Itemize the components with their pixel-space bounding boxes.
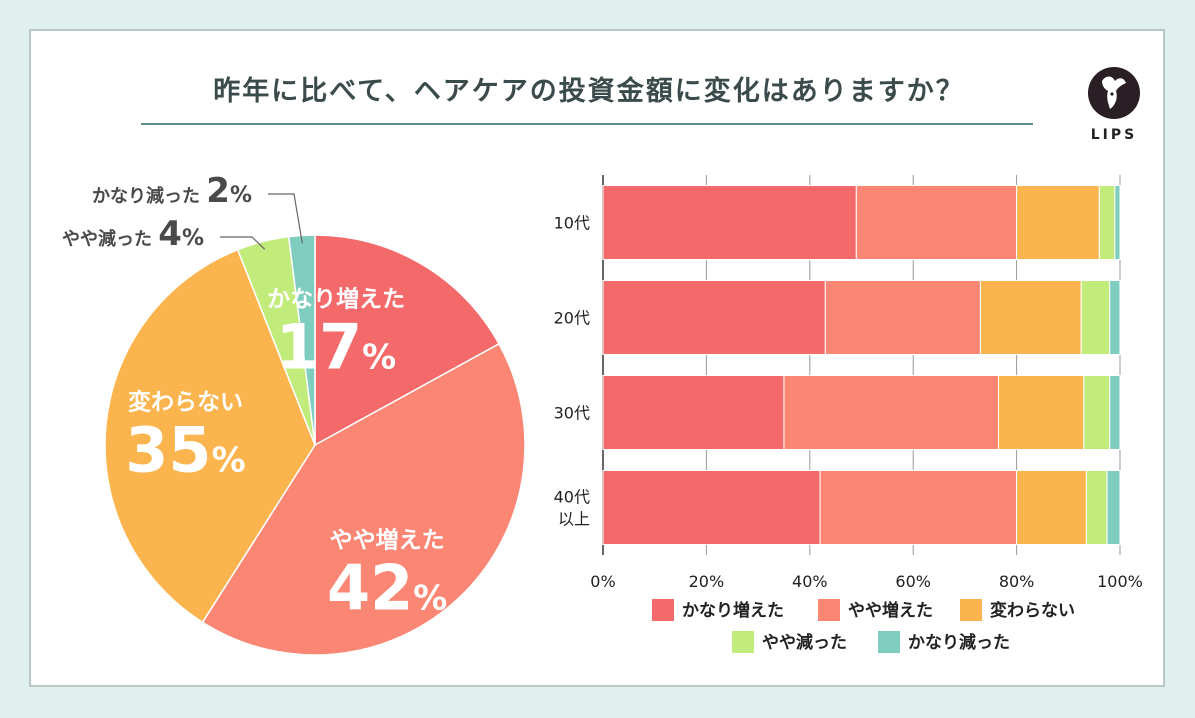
logo-text: LIPS	[1090, 127, 1138, 143]
y-category-label-4: 40代	[554, 488, 590, 507]
bar-segment-1-1	[602, 185, 857, 260]
pie-label-3: 変わらない	[128, 389, 243, 416]
bar-segment-3-2	[783, 375, 1000, 450]
legend-label-3: 変わらない	[990, 600, 1075, 621]
pie-leader-line-4	[220, 236, 266, 250]
y-category-label-4: 以上	[558, 510, 590, 529]
y-category-label-1: 10代	[554, 214, 590, 233]
bar-segment-4-1	[602, 470, 821, 545]
bar-segment-4-5	[1106, 470, 1121, 545]
pie-slice-2	[201, 342, 526, 656]
legend-swatch-2	[818, 599, 840, 621]
chart-title: 昨年に比べて、ヘアケアの投資金額に変化はありますか？	[213, 76, 965, 107]
bar-segment-3-1	[602, 375, 785, 450]
legend-label-4: やや減った	[762, 632, 847, 653]
pie-outer-value: 4	[158, 214, 182, 254]
bar-segment-2-3	[979, 280, 1082, 355]
x-tick-label-1: 20%	[689, 572, 725, 591]
pie-slice-1	[314, 234, 501, 447]
pie-slice-3	[104, 248, 316, 624]
pie-slice-5	[287, 234, 316, 446]
y-category-label-2: 20代	[554, 309, 590, 328]
pie-outer-value: 2	[206, 171, 230, 211]
legend-swatch-3	[960, 599, 982, 621]
pie-label-1: かなり増えた	[267, 286, 405, 313]
pie-label-2: やや増えた	[330, 526, 445, 553]
bar-segment-3-5	[1109, 375, 1121, 450]
pie-outer-unit: %	[230, 183, 252, 208]
x-tick-label-5: 100%	[1097, 572, 1143, 591]
bar-segment-4-3	[1016, 470, 1087, 545]
legend-label-1: かなり増えた	[682, 600, 784, 621]
pie-value-unit: %	[413, 578, 447, 618]
bar-segment-2-2	[824, 280, 981, 355]
bar-segment-1-3	[1016, 185, 1100, 260]
lips-logo: LIPS	[1082, 61, 1146, 151]
pie-value-unit: %	[212, 441, 246, 481]
bar-segment-1-4	[1098, 185, 1116, 260]
x-tick-label-3: 60%	[895, 572, 931, 591]
x-tick-label-4: 80%	[999, 572, 1035, 591]
bar-segment-1-5	[1114, 185, 1121, 260]
x-tick-label-2: 40%	[792, 572, 828, 591]
pie-leader-line-5	[268, 193, 303, 244]
y-category-label-3: 30代	[554, 404, 590, 423]
pie-value-3: 35%	[125, 414, 245, 487]
pie-value-unit: %	[362, 338, 396, 378]
bar-segment-1-2	[855, 185, 1018, 260]
bar-segment-2-5	[1109, 280, 1121, 355]
bar-segment-4-4	[1085, 470, 1108, 545]
bar-segment-3-4	[1083, 375, 1111, 450]
bar-segment-2-1	[602, 280, 826, 355]
pie-outer-unit: %	[182, 226, 204, 251]
legend-label-5: かなり減った	[908, 632, 1010, 653]
title-divider	[141, 123, 1033, 125]
legend-label-2: やや増えた	[848, 600, 933, 621]
x-tick-label-0: 0%	[590, 572, 615, 591]
bar-segment-2-4	[1080, 280, 1111, 355]
deer-logo-icon	[1088, 67, 1140, 119]
legend-swatch-5	[878, 631, 900, 653]
bar-segment-3-3	[998, 375, 1085, 450]
bar-segment-4-2	[819, 470, 1018, 545]
legend-swatch-1	[652, 599, 674, 621]
legend-swatch-4	[732, 631, 754, 653]
